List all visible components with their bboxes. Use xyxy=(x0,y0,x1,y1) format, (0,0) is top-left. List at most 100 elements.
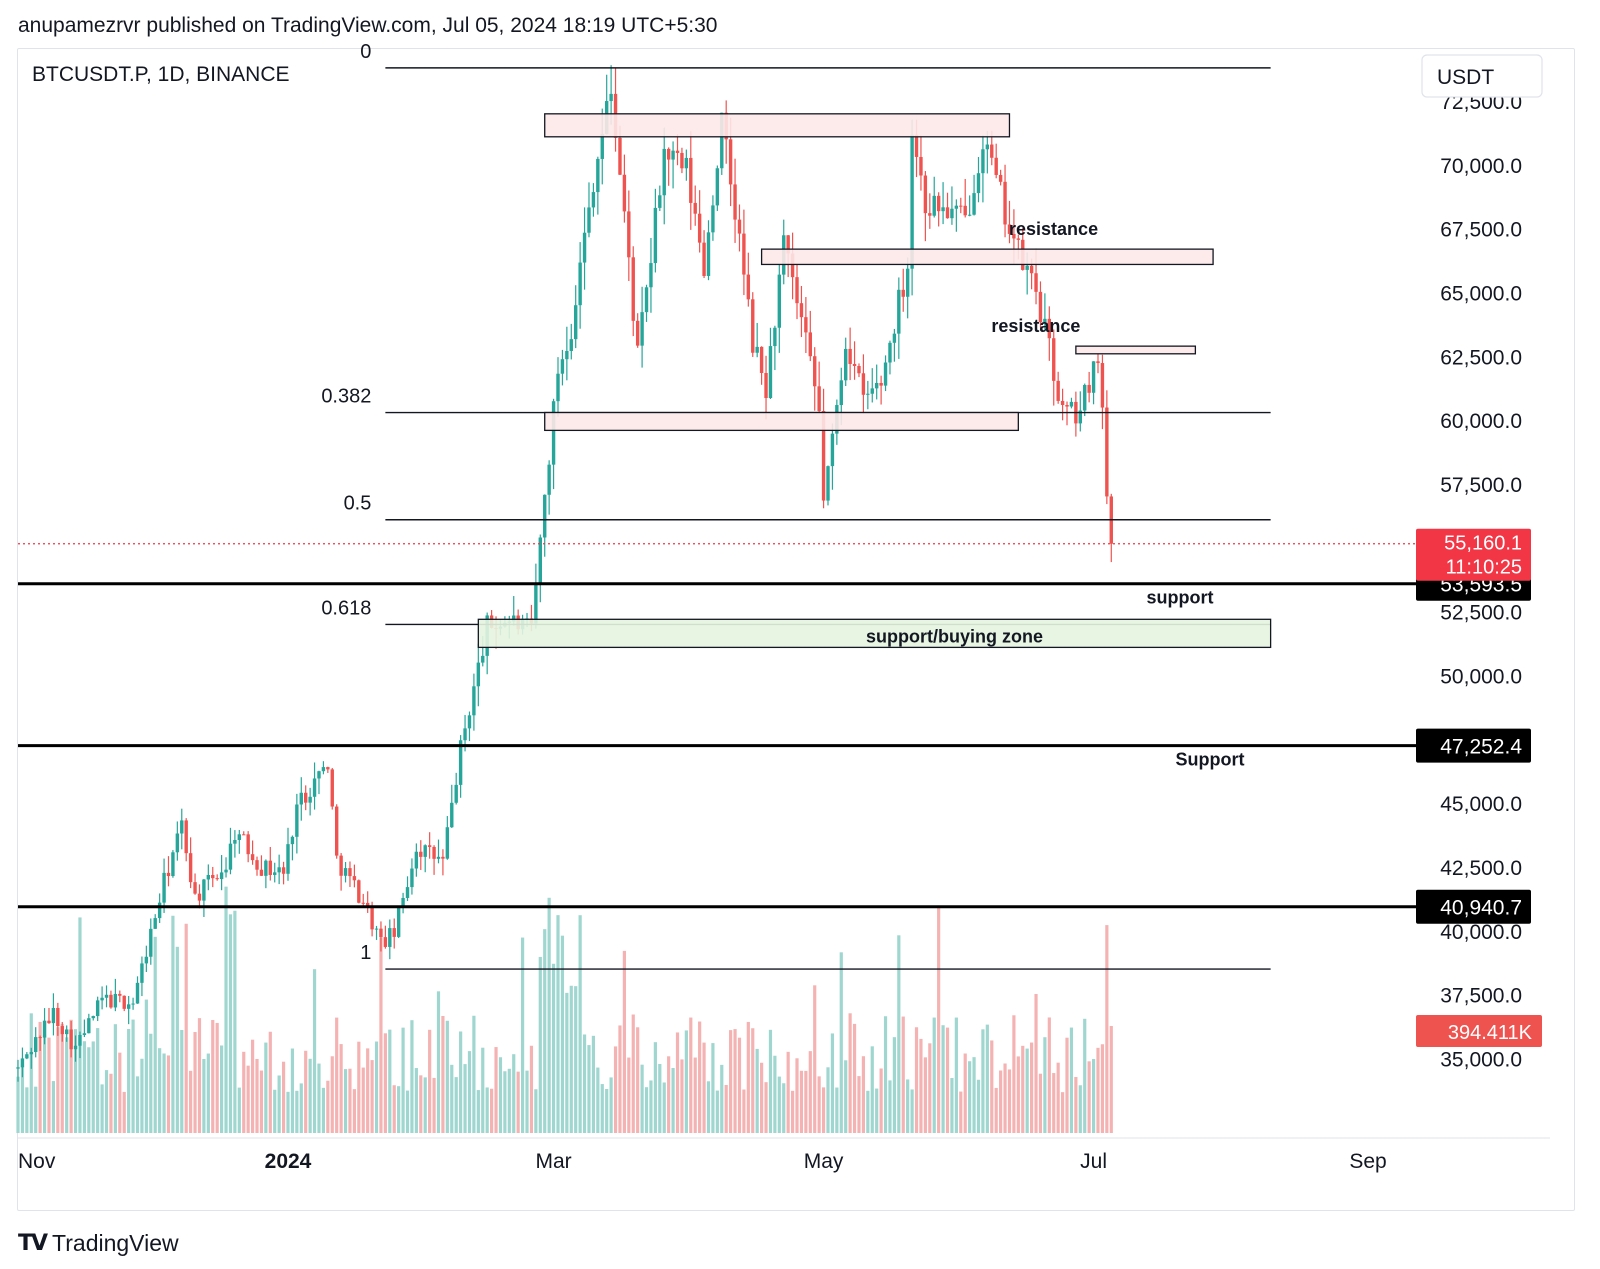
volume-bar xyxy=(113,1024,117,1133)
candle-body xyxy=(755,346,759,353)
volume-bar xyxy=(937,905,941,1133)
volume-bar xyxy=(662,1082,666,1133)
candle-body xyxy=(675,150,680,153)
volume-bar xyxy=(852,1023,857,1133)
candle-body xyxy=(728,139,733,185)
candle-body xyxy=(219,872,224,880)
volume-bar xyxy=(1065,1037,1069,1133)
candle-body xyxy=(166,872,171,877)
volume-bar xyxy=(591,1035,596,1133)
price-zones[interactable]: resistance resistance support/buying zone xyxy=(477,113,1272,649)
volume-bar xyxy=(445,1020,449,1133)
candle-body xyxy=(264,860,268,876)
candle-body xyxy=(432,846,436,859)
volume-bar xyxy=(1025,1048,1029,1133)
volume-bar xyxy=(848,1013,852,1133)
candle-body xyxy=(844,348,848,381)
volume-bar xyxy=(875,1088,879,1133)
candle-body xyxy=(25,1054,29,1059)
candle-body xyxy=(104,994,109,998)
volume-bar xyxy=(69,1019,73,1133)
volume-bar xyxy=(1021,1045,1025,1133)
chart-labels: BTCUSDT.P, 1D, BINANCE USDT xyxy=(32,54,1543,98)
candle-body xyxy=(113,993,118,1008)
volume-bar xyxy=(928,1043,932,1133)
fib-level-label: 1 xyxy=(360,942,371,964)
candle-body xyxy=(87,1018,91,1034)
candle-body xyxy=(458,740,463,785)
candle-body xyxy=(565,350,569,360)
volume-bar xyxy=(941,1025,945,1133)
horizontal-level-note: Support xyxy=(1176,750,1245,770)
volume-bar xyxy=(237,1087,241,1133)
volume-bar xyxy=(286,1091,290,1133)
volume-bar xyxy=(892,1037,896,1133)
candle-body xyxy=(268,860,272,875)
volume-bar xyxy=(751,1028,755,1133)
axes: 35,000.0 37,500.0 40,000.0 42,500.0 45,000.0… xyxy=(18,91,1550,1173)
candle-body xyxy=(157,902,162,919)
volume-bar xyxy=(454,1077,458,1133)
volume-bar xyxy=(954,1017,958,1133)
resistance-zone-label: resistance xyxy=(991,316,1080,336)
candle-body xyxy=(250,854,255,861)
y-tick-label: 42,500.0 xyxy=(1440,857,1522,880)
candle-body xyxy=(1065,404,1069,407)
volume-bar xyxy=(361,1067,365,1133)
candles xyxy=(16,65,1113,1082)
volume-bar xyxy=(959,1091,963,1133)
candle-body xyxy=(795,277,799,304)
volume-bar xyxy=(330,1056,334,1133)
candle-body xyxy=(662,148,666,196)
candle-body xyxy=(334,806,339,856)
volume-bar xyxy=(644,1087,649,1133)
horizontal-levels[interactable]: support Support xyxy=(18,543,1416,909)
volume-bar xyxy=(512,1054,516,1133)
y-tick-label: 35,000.0 xyxy=(1440,1048,1522,1071)
support-zone xyxy=(477,618,1272,649)
volume-bar xyxy=(78,917,82,1133)
candle-body xyxy=(928,213,932,216)
volume-badge-label: 394.411K xyxy=(1448,1022,1533,1044)
candle-body xyxy=(1007,224,1012,234)
volume-bar xyxy=(374,1041,379,1133)
volume-bar xyxy=(127,1028,131,1133)
volume-bar xyxy=(281,1061,286,1133)
tradingview-logo-icon[interactable]: TV xyxy=(18,1231,48,1256)
volume-bar xyxy=(879,1068,883,1133)
currency-button xyxy=(1421,54,1543,98)
candle-body xyxy=(405,887,410,898)
volume-bar xyxy=(844,1060,848,1133)
volume-bar xyxy=(197,1018,202,1133)
volume-bar xyxy=(277,1075,281,1133)
volume-bar xyxy=(914,1027,919,1133)
volume-bar xyxy=(357,1041,361,1133)
candle-body xyxy=(945,207,950,219)
candle-body xyxy=(1056,380,1060,401)
volume-bar xyxy=(472,1015,476,1133)
volume-bar xyxy=(786,1051,790,1133)
volume-bar xyxy=(149,1033,153,1133)
candle-body xyxy=(1003,181,1007,225)
candle-body xyxy=(711,205,715,233)
candle-body xyxy=(560,359,565,374)
y-tick-label: 57,500.0 xyxy=(1440,474,1522,497)
current-price-badge xyxy=(1416,528,1531,581)
volume-bar xyxy=(1003,1063,1007,1133)
volume-bar xyxy=(507,1068,511,1133)
volume-bar xyxy=(1087,1061,1091,1133)
candle-body xyxy=(73,1045,78,1050)
candle-body xyxy=(1012,233,1016,239)
candle-body xyxy=(1034,273,1038,292)
candle-body xyxy=(184,820,188,854)
volume-bar xyxy=(312,969,317,1133)
candle-body xyxy=(454,784,458,803)
volume-bar xyxy=(352,1089,356,1133)
candle-body xyxy=(339,855,343,876)
volume-bar xyxy=(1007,1069,1012,1133)
volume-bar xyxy=(910,1089,914,1133)
volume-bar xyxy=(47,1037,51,1133)
fibonacci-retracement[interactable]: 0 0.382 0.5 0.618 1 xyxy=(321,41,1271,970)
volume-bar xyxy=(746,1021,750,1133)
